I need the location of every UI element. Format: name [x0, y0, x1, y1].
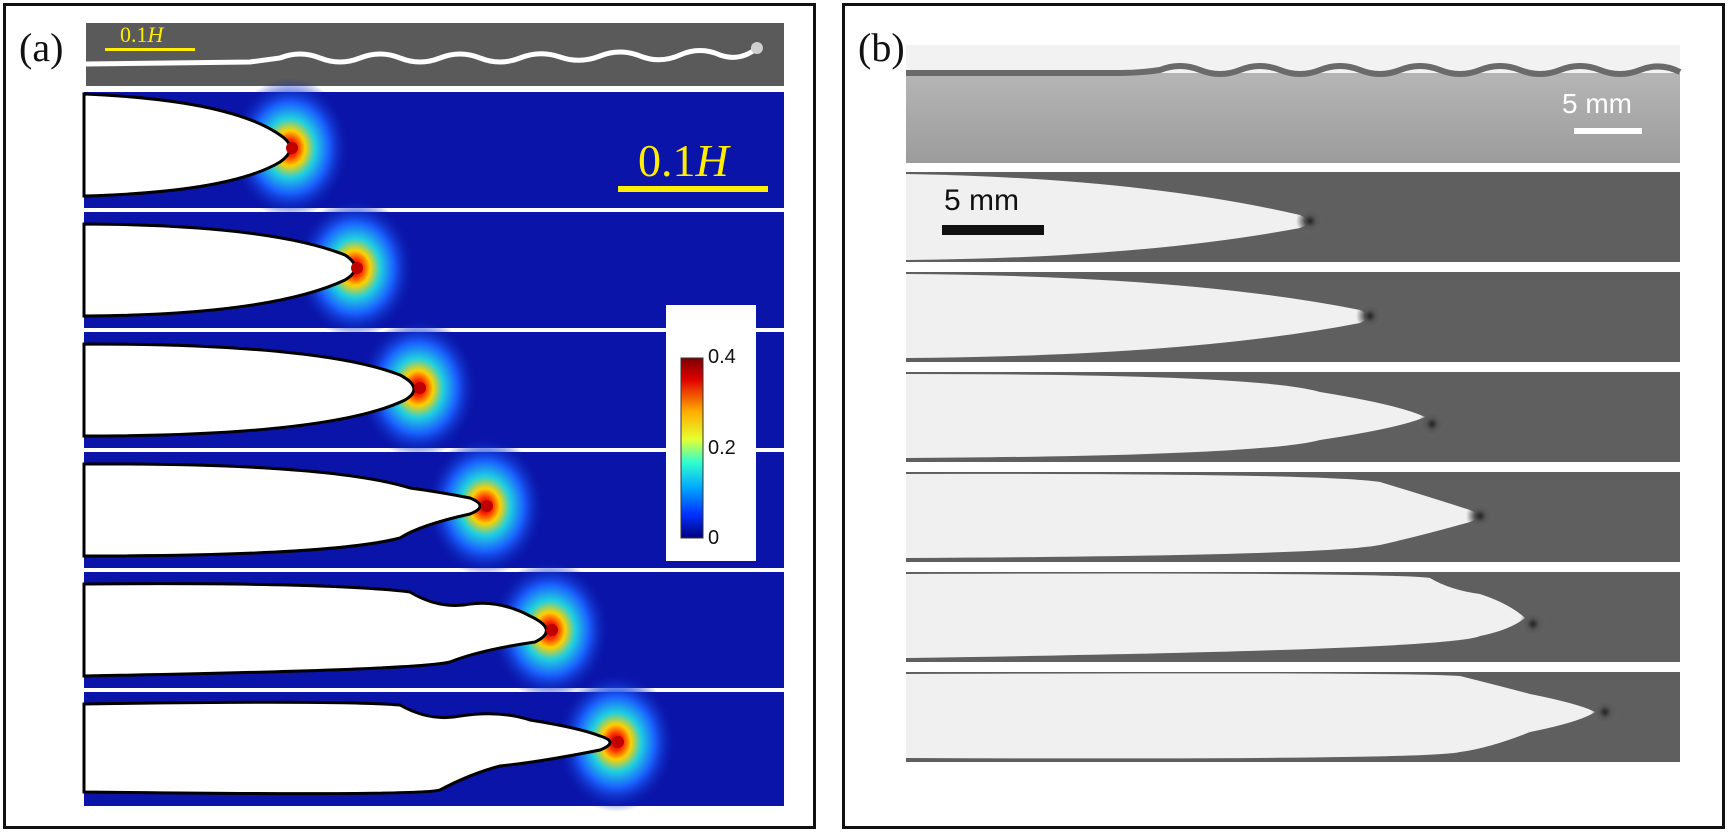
panel-b-frames — [906, 172, 1680, 762]
panel-a-main-scale-var: H — [695, 135, 729, 186]
panel-a-top-scale-var: H — [147, 22, 164, 47]
panel-a-main-scale-label: 0.1H — [638, 134, 729, 187]
panel-b-main-scale-bar — [942, 225, 1044, 235]
colorbar-tick-mid: 0.2 — [708, 437, 736, 459]
panel-a-top-scale-bar — [105, 48, 195, 51]
panel-a-top-strip — [85, 23, 784, 86]
panel-a-top-scale-prefix: 0.1 — [120, 22, 148, 47]
panel-a-main-scale-prefix: 0.1 — [638, 135, 696, 186]
panel-a-main-scale-bar — [618, 186, 768, 192]
panel-b-top-scale-label: 5 mm — [1562, 88, 1632, 119]
colorbar-tick-min: 0 — [708, 527, 720, 549]
panel-a-colorbar — [666, 305, 756, 561]
colorbar-tick-max: 0.4 — [708, 346, 736, 368]
panel-a-label: (a) — [19, 25, 64, 70]
panel-b-main-scale-label: 5 mm — [944, 184, 1019, 217]
panel-b-label: (b) — [858, 25, 905, 70]
panel-b-top-scale-bar — [1574, 128, 1642, 134]
panel-a-top-scale-label: 0.1H — [120, 22, 163, 48]
panel-b-top-strip — [906, 45, 1682, 163]
